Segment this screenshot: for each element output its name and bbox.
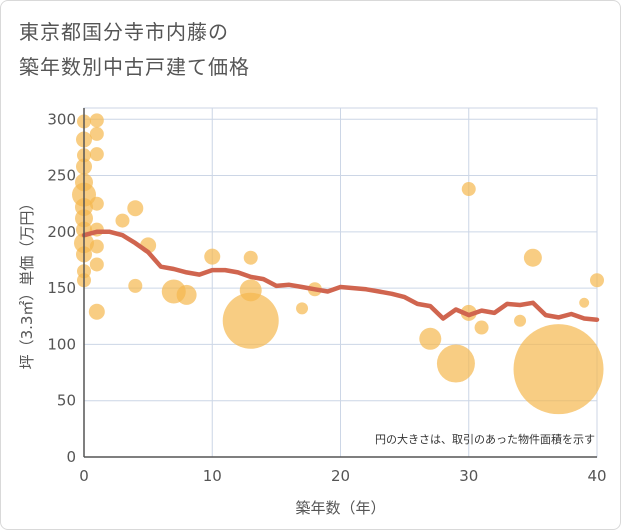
bubble-point bbox=[128, 278, 143, 293]
average-price-line bbox=[81, 229, 600, 322]
x-tick-label: 0 bbox=[79, 467, 89, 485]
bubble-point bbox=[590, 273, 604, 288]
bubble-point bbox=[89, 113, 104, 128]
x-axis-label: 築年数（年） bbox=[295, 499, 385, 517]
bubble-point bbox=[436, 344, 475, 383]
bubble-point bbox=[176, 284, 197, 305]
bubble-point bbox=[89, 126, 104, 141]
bubble-point bbox=[89, 257, 104, 272]
bubble-point bbox=[222, 292, 279, 349]
tick-labels: 0 50 100 150 200 250 300 0 10 20 30 40 bbox=[47, 110, 606, 485]
grid-lines bbox=[83, 107, 598, 458]
x-tick-label: 10 bbox=[203, 467, 222, 485]
y-tick-label: 200 bbox=[47, 223, 76, 241]
y-tick-label: 250 bbox=[47, 167, 76, 185]
bubble-point bbox=[419, 327, 442, 350]
y-axis-label: 坪（3.3㎡）単価（万円） bbox=[18, 196, 36, 370]
bubble-point bbox=[89, 196, 104, 211]
bubble-point bbox=[127, 200, 144, 217]
chart-title-line1: 東京都国分寺市内藤の bbox=[19, 20, 229, 44]
bubble-point bbox=[579, 297, 590, 308]
average-line-series bbox=[81, 229, 600, 322]
chart-title: 東京都国分寺市内藤の 築年数別中古戸建て価格 bbox=[19, 15, 250, 85]
bubble-point bbox=[89, 239, 104, 254]
bubble-point bbox=[513, 324, 604, 415]
bubble-series bbox=[72, 113, 604, 415]
x-tick-label: 20 bbox=[331, 467, 350, 485]
y-tick-label: 300 bbox=[47, 110, 76, 128]
y-tick-label: 100 bbox=[47, 335, 76, 353]
chart-title-line2: 築年数別中古戸建て価格 bbox=[19, 55, 250, 79]
size-note: 円の大きさは、取引のあった物件面積を示す bbox=[375, 432, 595, 446]
bubble-point bbox=[89, 147, 104, 162]
y-tick-label: 50 bbox=[57, 392, 76, 410]
bubble-point bbox=[296, 302, 309, 315]
bubble-point bbox=[204, 248, 221, 265]
axes bbox=[83, 108, 597, 458]
bubble-point bbox=[474, 320, 489, 335]
x-tick-label: 30 bbox=[459, 467, 478, 485]
bubble-point bbox=[243, 250, 258, 265]
x-tick-label: 40 bbox=[587, 467, 606, 485]
y-tick-label: 0 bbox=[66, 448, 76, 466]
bubble-point bbox=[514, 314, 527, 327]
bubble-point bbox=[88, 303, 105, 320]
bubble-point bbox=[461, 182, 476, 197]
y-tick-label: 150 bbox=[47, 279, 76, 297]
bubble-point bbox=[115, 213, 130, 228]
bubble-point bbox=[523, 248, 542, 267]
